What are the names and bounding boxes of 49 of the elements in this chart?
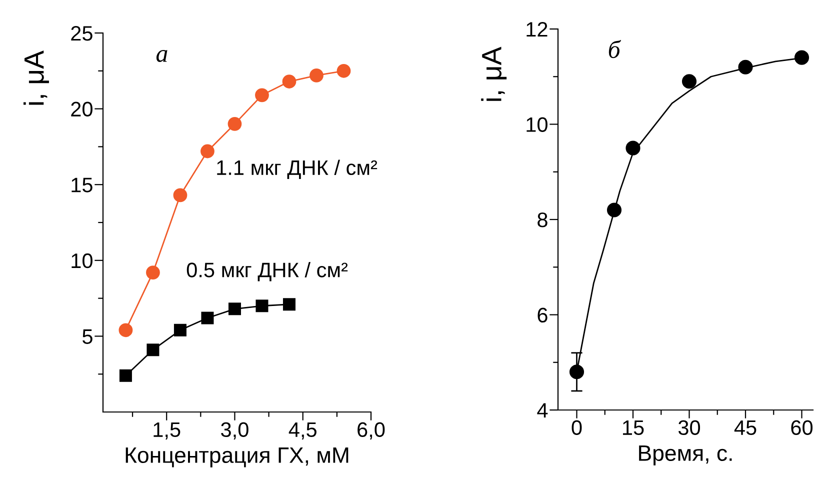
- x-tick-label: 45: [734, 420, 756, 436]
- x-axis-title: Время, с.: [639, 446, 732, 466]
- y-tick-label: 8: [538, 212, 548, 228]
- y-tick-label: 20: [71, 102, 92, 117]
- x-tick-label: 3,0: [221, 422, 248, 440]
- x-axis-title: Концентрация ГХ, мМ: [126, 448, 348, 468]
- x-tick-label: 4,5: [288, 422, 316, 440]
- series-label: 1.1 мкг ДНК / см²: [217, 160, 378, 179]
- point: [146, 344, 160, 356]
- point: [174, 324, 186, 336]
- point: [310, 68, 324, 82]
- point: [228, 302, 241, 316]
- series-label: 0.5 мкг ДНК / см²: [186, 262, 348, 282]
- y-tick-label: 15: [72, 178, 92, 192]
- point: [682, 74, 697, 89]
- y-tick-label: 25: [71, 26, 92, 41]
- x-tick-label: 15: [623, 420, 644, 436]
- point: [569, 364, 584, 380]
- annotation: а: [156, 50, 168, 62]
- point: [256, 300, 268, 312]
- y-tick-label: 12: [526, 22, 548, 37]
- y-axis-title: i, μA: [481, 46, 507, 101]
- x-tick-label: 30: [678, 420, 700, 436]
- point: [606, 202, 622, 218]
- y-tick-label: 10: [72, 253, 92, 268]
- annotation: б: [608, 40, 622, 58]
- x-tick-label: 1,5: [154, 422, 180, 440]
- point: [626, 140, 640, 156]
- point: [201, 312, 214, 324]
- y-tick-label: 4: [537, 403, 548, 418]
- point: [119, 369, 132, 382]
- y-tick-label: 10: [526, 117, 548, 132]
- point: [336, 64, 351, 78]
- point: [173, 188, 188, 202]
- x-tick-label: 60: [791, 420, 813, 436]
- point: [146, 266, 160, 280]
- y-tick-label: 6: [538, 308, 548, 323]
- point: [255, 88, 269, 102]
- point: [282, 74, 296, 88]
- point: [200, 144, 214, 158]
- point: [794, 50, 810, 65]
- point: [282, 298, 296, 311]
- x-tick-label: 0: [572, 420, 582, 436]
- x-tick-label: 6,0: [358, 422, 385, 440]
- point: [738, 60, 753, 74]
- point: [228, 117, 242, 131]
- y-tick-label: 5: [82, 329, 92, 344]
- point: [118, 323, 133, 338]
- y-axis-title: i, μA: [24, 50, 49, 105]
